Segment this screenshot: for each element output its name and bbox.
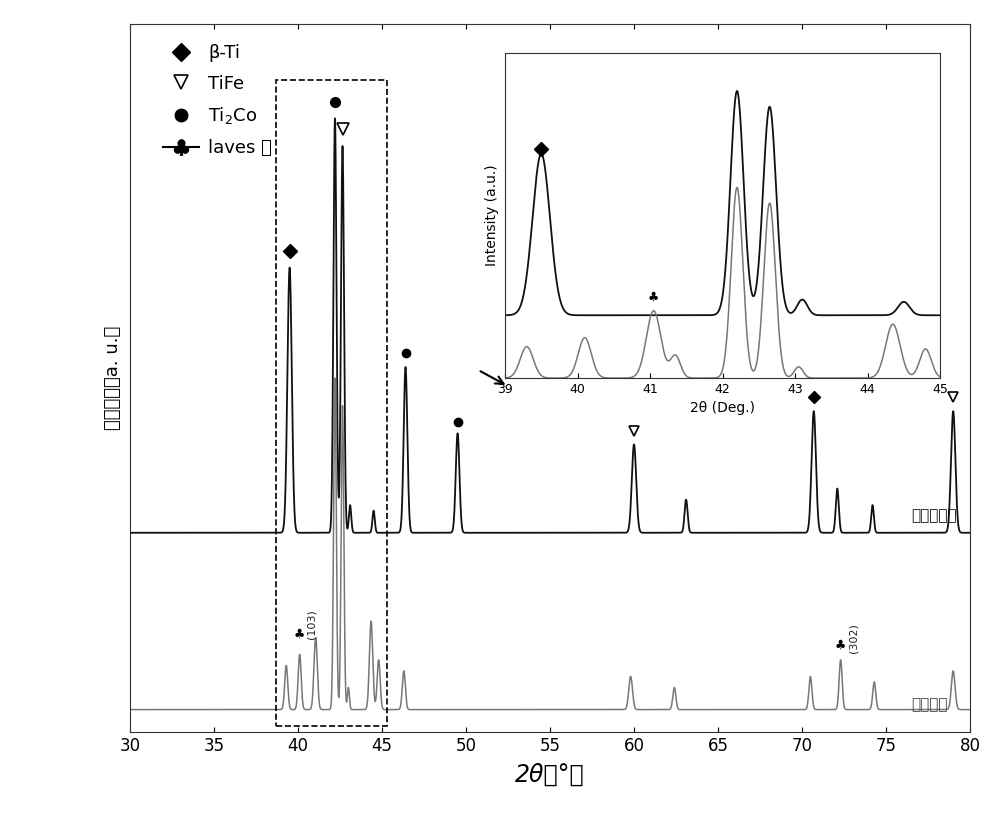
Text: (302): (302) (848, 623, 858, 653)
X-axis label: 2θ (Deg.): 2θ (Deg.) (690, 402, 755, 415)
X-axis label: 2θ（°）: 2θ（°） (515, 763, 585, 787)
Bar (276, 80, 387, 726)
Legend: β-Ti, TiFe, Ti$_2$Co, laves 相: β-Ti, TiFe, Ti$_2$Co, laves 相 (156, 37, 279, 164)
Text: ♣: ♣ (835, 638, 846, 651)
Y-axis label: 衍射强度（a. u.）: 衍射强度（a. u.） (104, 326, 122, 430)
Text: 形变合金: 形变合金 (911, 698, 948, 712)
Text: 未形变合金: 未形变合金 (911, 508, 957, 523)
Y-axis label: Intensity (a.u.): Intensity (a.u.) (485, 164, 499, 266)
Text: ♣: ♣ (648, 291, 659, 304)
Text: ♣: ♣ (293, 628, 304, 641)
Text: (103): (103) (306, 609, 316, 639)
